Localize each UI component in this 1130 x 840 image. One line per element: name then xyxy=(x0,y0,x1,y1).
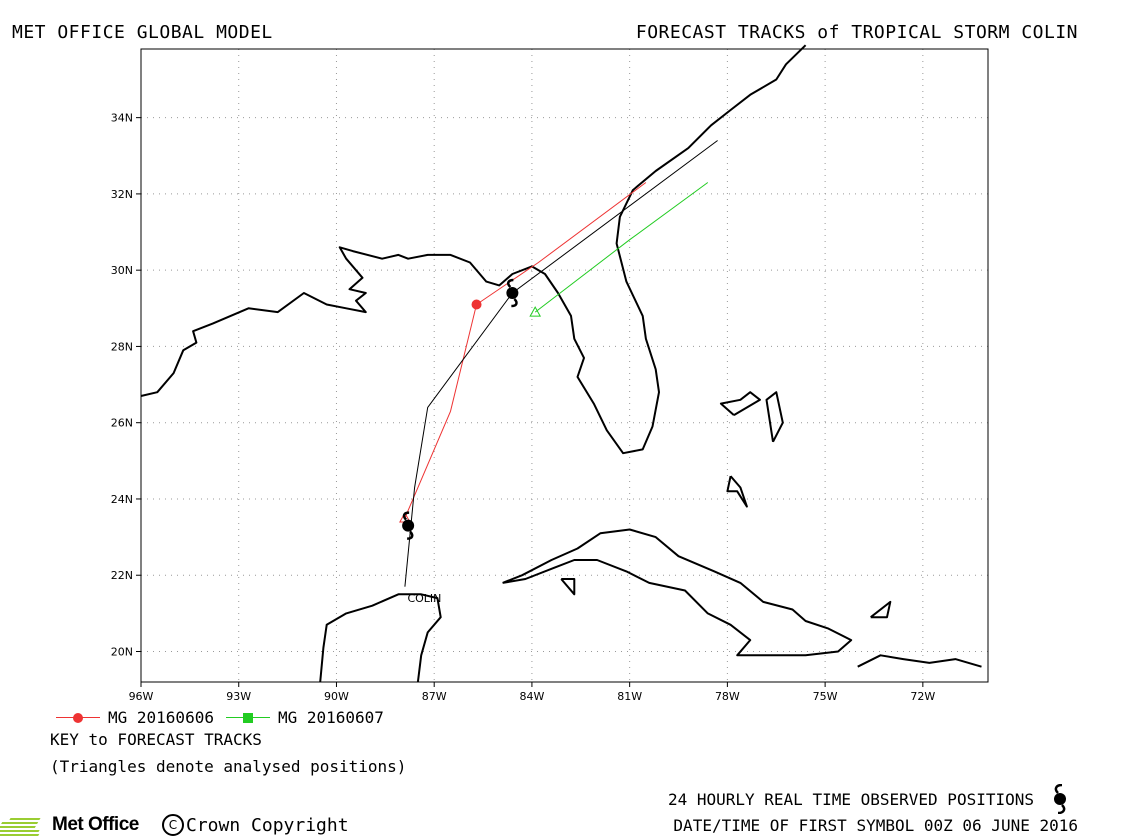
x-tick-label: 81W xyxy=(617,690,642,703)
observed-positions-note: 24 HOURLY REAL TIME OBSERVED POSITIONS xyxy=(667,790,1034,809)
axis-labels: 96W 93W 90W 87W 84W 81W 78W 75W 72W 20N 22N 24N 26N 2… xyxy=(111,112,936,703)
storm-symbol-icon xyxy=(402,511,415,540)
forecast-position-marker xyxy=(471,299,482,310)
x-tick-label: 72W xyxy=(910,690,935,703)
coastline xyxy=(857,654,982,668)
y-tick-label: 22N xyxy=(111,569,133,582)
x-tick-label: 84W xyxy=(519,690,544,703)
x-tick-label: 87W xyxy=(422,690,447,703)
storm-name-label: COLIN xyxy=(407,592,441,605)
legend-symbol-green xyxy=(225,711,270,725)
y-tick-label: 20N xyxy=(111,645,133,658)
analysed-position-triangle xyxy=(529,306,542,317)
coastline xyxy=(726,475,748,508)
legend-item-mg-20160606: MG 20160606 xyxy=(56,708,214,727)
key-title: KEY to FORECAST TRACKS xyxy=(50,730,262,749)
model-title: MET OFFICE GLOBAL MODEL xyxy=(12,22,273,43)
coastline xyxy=(140,44,807,455)
y-tick-label: 30N xyxy=(111,264,133,277)
storm-symbol-core xyxy=(506,287,519,300)
y-tick-label: 26N xyxy=(111,417,133,430)
coastline xyxy=(870,600,892,619)
x-tick-label: 78W xyxy=(715,690,740,703)
storm-symbol-arm xyxy=(407,530,414,540)
coastline xyxy=(560,578,576,596)
x-tick-label: 93W xyxy=(226,690,251,703)
x-tick-label: 96W xyxy=(129,690,154,703)
storm-symbol-core xyxy=(402,519,415,532)
storm-symbol-icon xyxy=(506,278,519,308)
coastline xyxy=(502,528,853,657)
copyright-icon: C xyxy=(162,814,184,836)
met-office-logo-icon xyxy=(0,818,41,836)
y-tick-label: 32N xyxy=(111,188,133,201)
legend-label: MG 20160606 xyxy=(108,708,214,727)
met-office-logo: Met Office xyxy=(0,812,139,838)
coastline xyxy=(765,391,784,443)
legend-label: MG 20160607 xyxy=(277,708,384,727)
storm-symbol-arm xyxy=(402,511,410,521)
track-line-1 xyxy=(534,182,709,313)
first-symbol-date: DATE/TIME OF FIRST SYMBOL 00Z 06 JUNE 20… xyxy=(673,816,1078,835)
legend: MG 20160606 MG 20160607 xyxy=(56,708,396,727)
x-tick-label: 75W xyxy=(813,690,838,703)
legend-item-mg-20160607: MG 20160607 xyxy=(225,708,384,727)
coastline xyxy=(319,593,442,683)
y-tick-label: 34N xyxy=(111,112,133,125)
storm-symbol-arm xyxy=(511,298,518,308)
copyright-notice: C Crown Copyright xyxy=(162,814,349,836)
y-tick-label: 24N xyxy=(111,493,133,506)
y-tick-label: 28N xyxy=(111,340,133,353)
met-office-logo-text: Met Office xyxy=(52,814,139,835)
x-tick-label: 90W xyxy=(324,690,349,703)
track-line-0 xyxy=(404,182,647,519)
hurricane-symbol-icon xyxy=(1054,784,1066,814)
chart-title: FORECAST TRACKS of TROPICAL STORM COLIN xyxy=(635,22,1078,43)
coastline xyxy=(719,391,761,416)
coastlines xyxy=(140,44,982,683)
forecast-tracks xyxy=(399,140,718,587)
key-note: (Triangles denote analysed positions) xyxy=(50,757,407,776)
map-frame xyxy=(140,48,989,683)
storm-symbol-arm xyxy=(507,278,514,288)
copyright-text: Crown Copyright xyxy=(186,814,349,836)
grid-lines xyxy=(141,49,988,682)
legend-symbol-red xyxy=(56,711,100,725)
track-line-2 xyxy=(404,140,718,587)
